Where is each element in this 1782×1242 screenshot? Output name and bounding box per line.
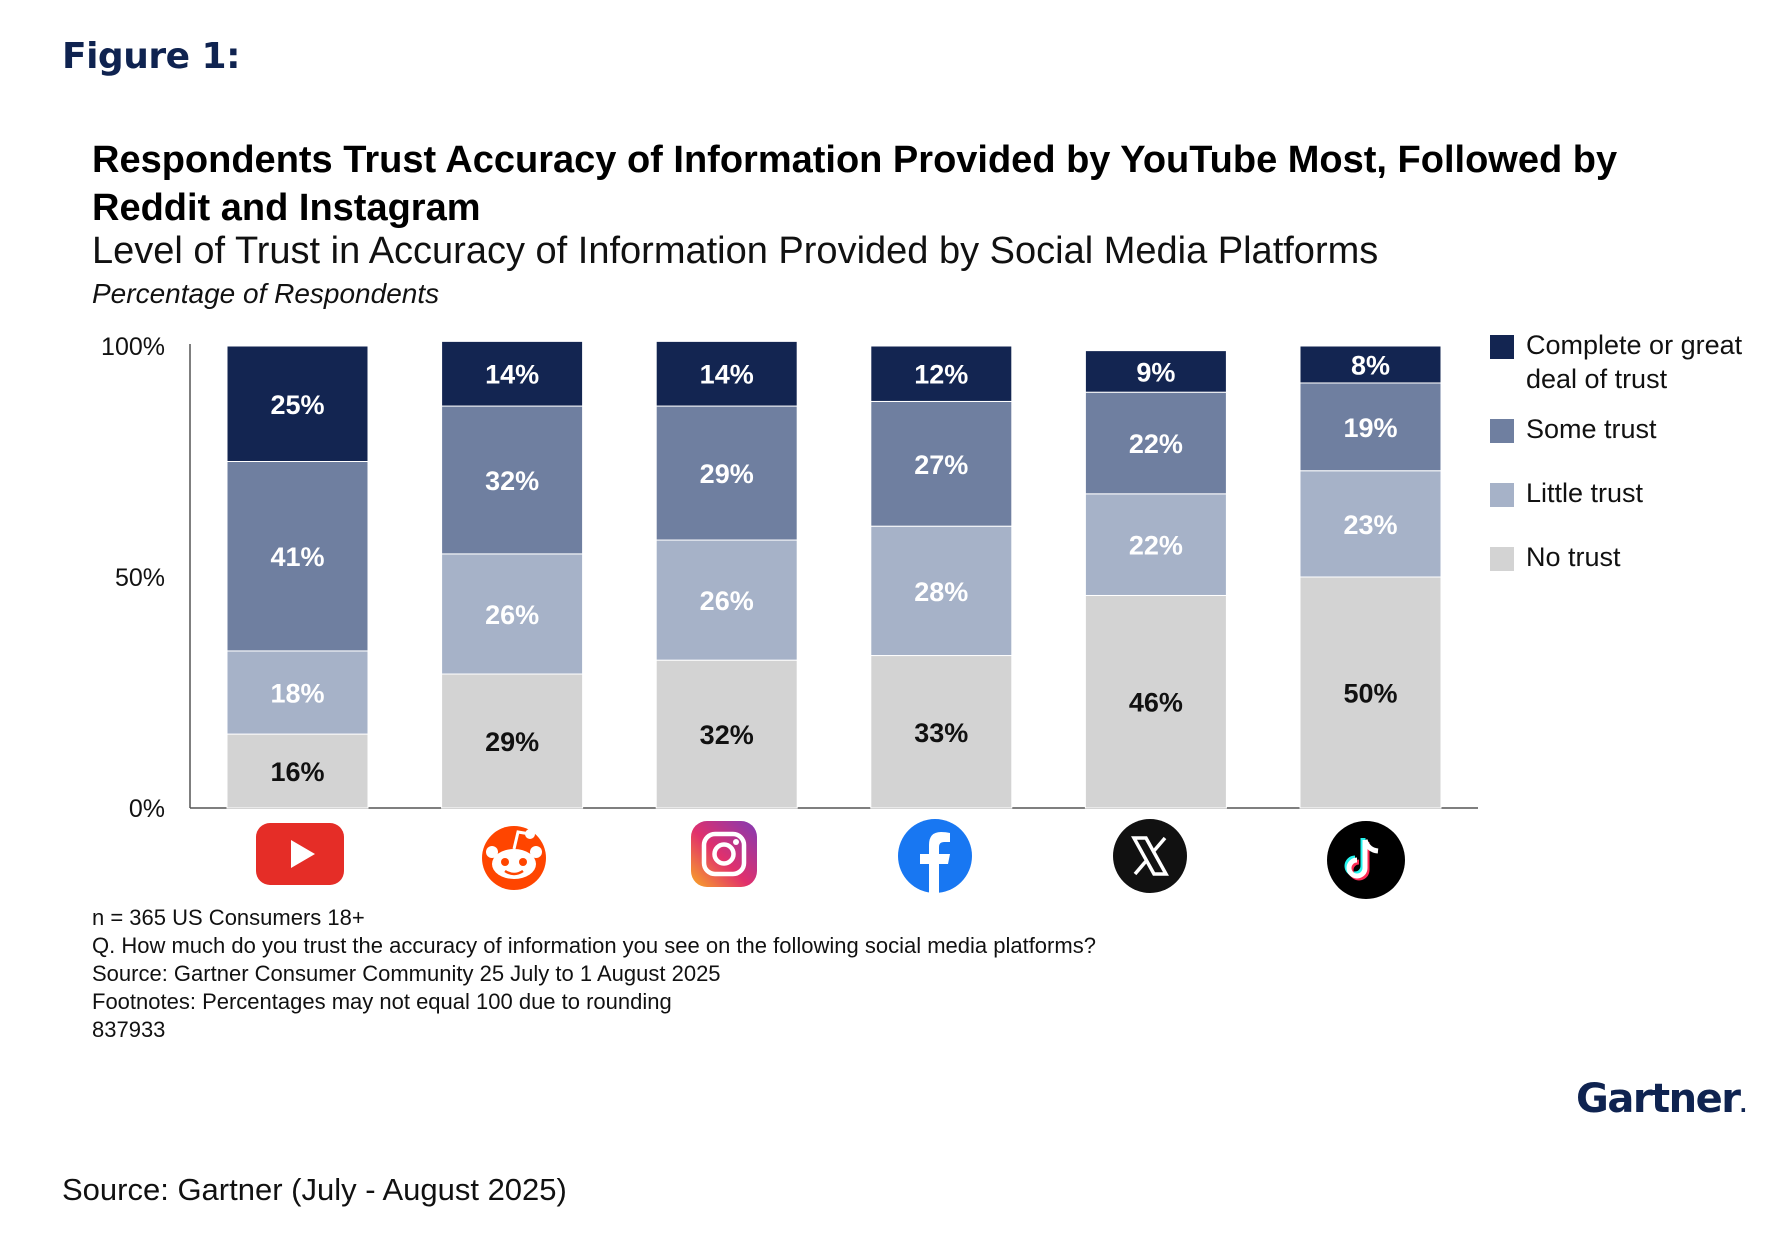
- data-label: 23%: [1343, 510, 1397, 540]
- legend-swatch: [1490, 419, 1514, 443]
- source-line: Source: Gartner (July - August 2025): [62, 1172, 567, 1207]
- bar-segment: [870, 525, 1013, 657]
- data-label: 12%: [914, 360, 968, 390]
- bar-segment: [655, 340, 798, 407]
- gartner-logo: Gartner.: [1576, 1076, 1747, 1122]
- y-tick-label: 0%: [129, 795, 165, 823]
- note-source: Source: Gartner Consumer Community 25 Ju…: [92, 961, 721, 986]
- note-question: Q. How much do you trust the accuracy of…: [92, 933, 1096, 958]
- data-label: 8%: [1351, 350, 1390, 380]
- figure-label: Figure 1:: [62, 36, 240, 77]
- bar-segment: [655, 539, 798, 661]
- legend-label: Some trust: [1526, 414, 1657, 444]
- chart-title: Respondents Trust Accuracy of Informatio…: [92, 139, 1618, 229]
- footnotes: n = 365 US Consumers 18+ Q. How much do …: [92, 904, 1096, 1044]
- data-label: 41%: [270, 542, 324, 572]
- data-label: 32%: [700, 720, 754, 750]
- y-tick-label: 50%: [115, 564, 165, 592]
- data-label: 46%: [1129, 688, 1183, 718]
- data-label: 25%: [270, 390, 324, 420]
- data-label: 26%: [485, 600, 539, 630]
- legend-item-none: No trust: [1490, 540, 1776, 574]
- bar-segment: [870, 655, 1013, 809]
- bar-segment: [655, 405, 798, 541]
- legend-item-little: Little trust: [1490, 476, 1776, 510]
- bar-segment: [226, 461, 369, 652]
- youtube-icon: [256, 823, 344, 885]
- legend-item-complete: Complete or great deal of trust: [1490, 328, 1776, 396]
- legend-swatch: [1490, 483, 1514, 507]
- unit-label: Percentage of Respondents: [92, 278, 440, 309]
- bar-segment: [1299, 382, 1442, 472]
- bar-segment: [226, 733, 369, 809]
- data-label: 22%: [1129, 531, 1183, 561]
- x-icon: [1113, 819, 1187, 893]
- data-label: 33%: [914, 718, 968, 748]
- bar-segment: [870, 345, 1013, 402]
- note-id: 837933: [92, 1017, 166, 1042]
- data-label: 22%: [1129, 429, 1183, 459]
- data-label: 19%: [1343, 413, 1397, 443]
- data-label: 14%: [700, 360, 754, 390]
- data-label: 16%: [270, 757, 324, 787]
- facebook-icon: [898, 819, 972, 893]
- instagram-icon: [691, 821, 757, 887]
- tiktok-icon: [1327, 821, 1405, 899]
- data-label: 29%: [485, 727, 539, 757]
- bar-segment: [441, 340, 584, 407]
- bar-segment: [655, 659, 798, 809]
- bar-segment: [1299, 470, 1442, 578]
- legend-swatch: [1490, 335, 1514, 359]
- bar-segment: [1084, 350, 1227, 393]
- bar-segment: [1299, 345, 1442, 384]
- bar-segment: [1084, 594, 1227, 809]
- reddit-icon: [482, 826, 546, 890]
- legend-label: Little trust: [1526, 478, 1644, 508]
- bar-segment: [1084, 493, 1227, 596]
- legend-swatch: [1490, 547, 1514, 571]
- bar-segment: [226, 650, 369, 735]
- legend-item-some: Some trust: [1490, 412, 1776, 446]
- bar-segment: [441, 673, 584, 809]
- bar-segment: [441, 405, 584, 555]
- y-tick-label: 100%: [101, 333, 165, 361]
- data-label: 18%: [270, 679, 324, 709]
- bar-segment: [870, 400, 1013, 527]
- data-label: 50%: [1343, 679, 1397, 709]
- data-label: 14%: [485, 360, 539, 390]
- note-sample: n = 365 US Consumers 18+: [92, 905, 365, 930]
- data-label: 27%: [914, 450, 968, 480]
- data-label: 26%: [700, 586, 754, 616]
- data-label: 29%: [700, 459, 754, 489]
- bar-segment: [441, 553, 584, 675]
- bar-segment: [226, 345, 369, 462]
- note-footnotes: Footnotes: Percentages may not equal 100…: [92, 989, 672, 1014]
- data-label: 9%: [1136, 357, 1175, 387]
- data-label: 28%: [914, 577, 968, 607]
- legend-label: No trust: [1526, 542, 1621, 572]
- data-label: 32%: [485, 466, 539, 496]
- legend-label: Complete or great deal of trust: [1526, 330, 1743, 394]
- stacked-bar-chart: 0% 50% 100% 16% 18% 41% 25% 29% 26% 32% 14% 32% 26% 2…: [101, 333, 1478, 823]
- chart-subtitle: Level of Trust in Accuracy of Informatio…: [92, 230, 1379, 272]
- bar-segment: [1084, 391, 1227, 495]
